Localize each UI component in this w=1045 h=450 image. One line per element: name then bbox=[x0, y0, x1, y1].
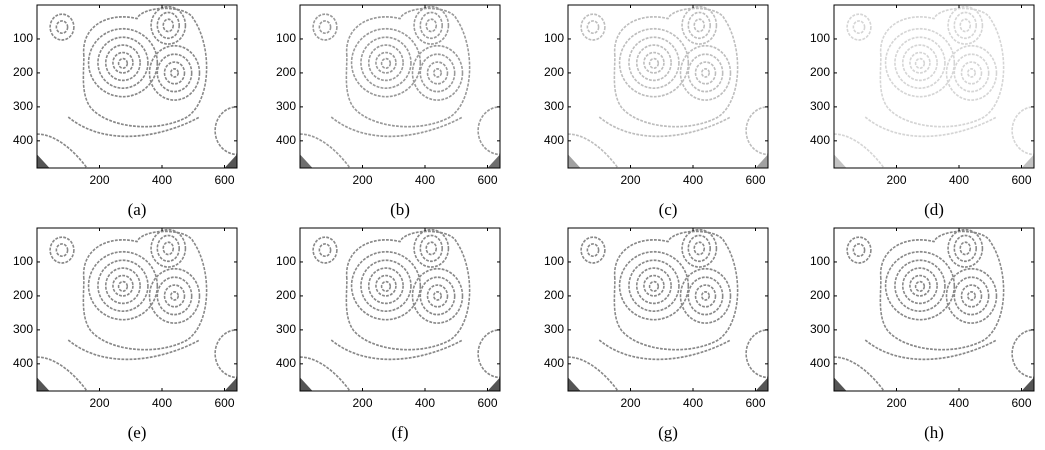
panel-label: (g) bbox=[658, 423, 678, 442]
y-tick-label: 300 bbox=[276, 322, 296, 336]
y-tick-label: 100 bbox=[276, 254, 296, 268]
y-tick-label: 100 bbox=[810, 31, 830, 45]
y-tick-label: 100 bbox=[13, 31, 33, 45]
x-tick-label: 600 bbox=[477, 173, 497, 187]
panel: 200 400 600 100 200 300 400 (d) bbox=[810, 4, 1035, 219]
y-tick-label: 300 bbox=[544, 322, 564, 336]
x-tick-label: 400 bbox=[949, 173, 969, 187]
y-tick-label: 300 bbox=[13, 322, 33, 336]
x-tick-label: 200 bbox=[620, 173, 640, 187]
x-tick-label: 200 bbox=[89, 173, 109, 187]
y-tick-label: 100 bbox=[276, 31, 296, 45]
y-tick-label: 400 bbox=[544, 133, 564, 147]
x-tick-label: 400 bbox=[415, 173, 435, 187]
y-tick-label: 300 bbox=[810, 322, 830, 336]
y-tick-label: 100 bbox=[13, 254, 33, 268]
y-tick-label: 200 bbox=[544, 65, 564, 79]
y-tick-label: 100 bbox=[544, 254, 564, 268]
y-tick-label: 300 bbox=[276, 99, 296, 113]
panel-image bbox=[37, 5, 237, 168]
panel: 200 400 600 100 200 300 400 (c) bbox=[544, 4, 769, 219]
x-tick-label: 400 bbox=[949, 396, 969, 410]
y-tick-label: 300 bbox=[810, 99, 830, 113]
x-tick-label: 600 bbox=[214, 396, 234, 410]
x-tick-label: 200 bbox=[886, 173, 906, 187]
panel-image bbox=[834, 5, 1034, 168]
panel-image bbox=[568, 228, 768, 391]
x-tick-label: 600 bbox=[745, 173, 765, 187]
axes-frame bbox=[36, 4, 238, 169]
x-tick-label: 400 bbox=[683, 396, 703, 410]
y-tick-label: 200 bbox=[13, 288, 33, 302]
axes-frame bbox=[833, 4, 1035, 169]
x-tick-label: 200 bbox=[89, 396, 109, 410]
axes-frame bbox=[299, 4, 501, 169]
panel-label: (e) bbox=[128, 423, 147, 442]
x-tick-label: 200 bbox=[352, 396, 372, 410]
x-tick-label: 400 bbox=[152, 173, 172, 187]
x-tick-label: 600 bbox=[214, 173, 234, 187]
axes-frame bbox=[567, 227, 769, 392]
x-tick-label: 200 bbox=[886, 396, 906, 410]
y-tick-label: 100 bbox=[810, 254, 830, 268]
axes-frame bbox=[299, 227, 501, 392]
y-tick-label: 200 bbox=[544, 288, 564, 302]
panel-label: (h) bbox=[924, 423, 944, 442]
y-tick-label: 200 bbox=[13, 65, 33, 79]
panel-label: (d) bbox=[924, 200, 944, 219]
axes-frame bbox=[567, 4, 769, 169]
axes-frame bbox=[833, 227, 1035, 392]
panel-label: (a) bbox=[128, 200, 147, 219]
x-tick-label: 400 bbox=[415, 396, 435, 410]
x-tick-label: 600 bbox=[1011, 173, 1031, 187]
y-tick-label: 400 bbox=[544, 356, 564, 370]
x-tick-label: 400 bbox=[683, 173, 703, 187]
y-tick-label: 200 bbox=[810, 288, 830, 302]
panel: 200 400 600 100 200 300 400 (e) bbox=[13, 227, 238, 442]
y-tick-label: 400 bbox=[276, 356, 296, 370]
x-tick-label: 600 bbox=[745, 396, 765, 410]
y-tick-label: 300 bbox=[544, 99, 564, 113]
y-tick-label: 400 bbox=[810, 133, 830, 147]
panel: 200 400 600 100 200 300 400 (h) bbox=[810, 227, 1035, 442]
panel-image bbox=[568, 5, 768, 168]
y-tick-label: 200 bbox=[276, 65, 296, 79]
y-tick-label: 400 bbox=[276, 133, 296, 147]
x-tick-label: 200 bbox=[620, 396, 640, 410]
x-tick-label: 200 bbox=[352, 173, 372, 187]
panel-label: (f) bbox=[392, 423, 409, 442]
panel: 200 400 600 100 200 300 400 (g) bbox=[544, 227, 769, 442]
y-tick-label: 400 bbox=[13, 133, 33, 147]
panel-image bbox=[300, 228, 500, 391]
y-tick-label: 100 bbox=[544, 31, 564, 45]
panel-label: (b) bbox=[390, 200, 410, 219]
x-tick-label: 600 bbox=[477, 396, 497, 410]
panel: 200 400 600 100 200 300 400 (f) bbox=[276, 227, 501, 442]
panel-image bbox=[300, 5, 500, 168]
panel-image bbox=[37, 228, 237, 391]
x-tick-label: 600 bbox=[1011, 396, 1031, 410]
y-tick-label: 300 bbox=[13, 99, 33, 113]
panel: 200 400 600 100 200 300 400 (a) bbox=[13, 4, 238, 219]
x-tick-label: 400 bbox=[152, 396, 172, 410]
y-tick-label: 400 bbox=[810, 356, 830, 370]
axes-frame bbox=[36, 227, 238, 392]
y-tick-label: 400 bbox=[13, 356, 33, 370]
y-tick-label: 200 bbox=[810, 65, 830, 79]
panel: 200 400 600 100 200 300 400 (b) bbox=[276, 4, 501, 219]
panel-label: (c) bbox=[659, 200, 678, 219]
y-tick-label: 200 bbox=[276, 288, 296, 302]
panel-image bbox=[834, 228, 1034, 391]
